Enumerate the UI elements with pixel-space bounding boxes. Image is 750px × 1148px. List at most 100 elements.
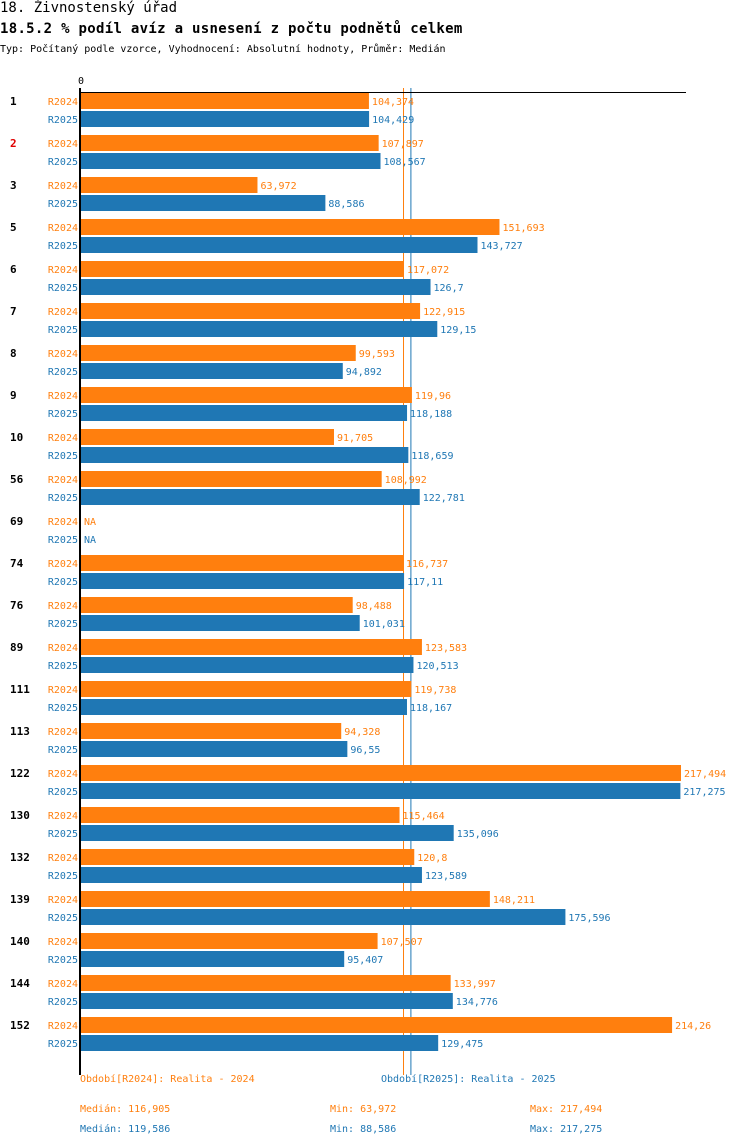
value-label: 118,188 [410,409,452,420]
series-label: R2025 [48,955,78,966]
category-label: 56 [10,473,24,486]
bar-r2025 [81,783,681,799]
category-label: 8 [10,347,17,360]
max-r2025: Max: 217,275 [530,1124,603,1135]
median-r2025: Medián: 119,586 [80,1124,171,1135]
series-label: R2024 [48,223,78,234]
value-label: 91,705 [337,433,373,444]
series-label: R2024 [48,349,78,360]
value-label: 107,507 [381,937,423,948]
value-label: 148,211 [493,895,535,906]
value-label: 104,429 [372,115,414,126]
legend-r2025: Období[R2025]: Realita - 2025 [381,1074,556,1085]
series-label: R2025 [48,199,78,210]
bar-r2025 [81,909,566,925]
value-label: 129,475 [441,1039,483,1050]
category-label: 69 [10,515,23,528]
value-label: 99,593 [359,349,395,360]
section-title: 18. Živnostenský úřad [0,0,178,16]
category-label: 2 [10,137,17,150]
bar-r2024 [81,177,258,193]
category-label: 111 [10,683,30,696]
bar-r2024 [81,93,369,109]
category-label: 113 [10,725,30,738]
value-label: 95,407 [347,955,383,966]
bar-r2024 [81,807,400,823]
bar-r2024 [81,555,404,571]
value-label: 104,374 [372,97,414,108]
value-label: 101,031 [363,619,405,630]
value-label: 117,072 [407,265,449,276]
bar-r2024 [81,849,415,865]
series-label: R2024 [48,979,78,990]
min-r2025: Min: 88,586 [330,1124,397,1135]
series-label: R2025 [48,913,78,924]
category-label: 89 [10,641,23,654]
bar-r2024 [81,219,500,235]
bar-r2024 [81,1017,673,1033]
series-label: R2024 [48,937,78,948]
x-tick-label: 0 [78,76,84,87]
category-label: 122 [10,767,30,780]
bar-r2025 [81,657,414,673]
series-label: R2025 [48,367,78,378]
bar-r2024 [81,933,378,949]
value-label: 96,55 [350,745,380,756]
value-label: 63,972 [260,181,296,192]
category-label: 130 [10,809,30,822]
bar-r2025 [81,321,438,337]
category-label: 132 [10,851,30,864]
bar-r2024 [81,429,334,445]
series-label: R2025 [48,283,78,294]
value-label: 120,513 [416,661,458,672]
bar-r2025 [81,489,420,505]
bar-r2025 [81,825,454,841]
value-label: NA [84,535,96,546]
value-label: 120,8 [417,853,447,864]
series-label: R2025 [48,745,78,756]
series-label: R2024 [48,895,78,906]
bar-r2025 [81,741,348,757]
category-label: 1 [10,95,17,108]
series-label: R2025 [48,703,78,714]
series-label: R2024 [48,475,78,486]
series-label: R2024 [48,1021,78,1032]
median-r2024: Medián: 116,905 [80,1104,171,1115]
bar-r2025 [81,615,360,631]
series-label: R2024 [48,769,78,780]
value-label: 175,596 [568,913,610,924]
series-label: R2025 [48,115,78,126]
value-label: 123,589 [425,871,467,882]
category-label: 139 [10,893,30,906]
max-r2024: Max: 217,494 [530,1104,603,1115]
series-label: R2025 [48,619,78,630]
category-label: 10 [10,431,23,444]
legend-r2024: Období[R2024]: Realita - 2024 [80,1074,255,1085]
series-label: R2025 [48,577,78,588]
bar-r2024 [81,723,342,739]
value-label: 133,997 [454,979,496,990]
value-label: 107,897 [382,139,424,150]
series-label: R2025 [48,535,78,546]
bar-r2024 [81,303,421,319]
bar-r2024 [81,345,356,361]
bar-r2024 [81,135,379,151]
bar-r2024 [81,639,422,655]
series-label: R2024 [48,181,78,192]
series-label: R2024 [48,517,78,528]
series-label: R2024 [48,853,78,864]
bar-r2025 [81,405,408,421]
series-label: R2025 [48,325,78,336]
value-label: 108,992 [385,475,427,486]
value-label: 116,737 [406,559,448,570]
series-label: R2025 [48,493,78,504]
value-label: 94,328 [344,727,380,738]
series-label: R2025 [48,451,78,462]
category-label: 9 [10,389,17,402]
value-label: 94,892 [346,367,382,378]
value-label: 122,781 [423,493,465,504]
bar-r2025 [81,867,422,883]
bar-r2025 [81,1035,439,1051]
series-label: R2024 [48,433,78,444]
